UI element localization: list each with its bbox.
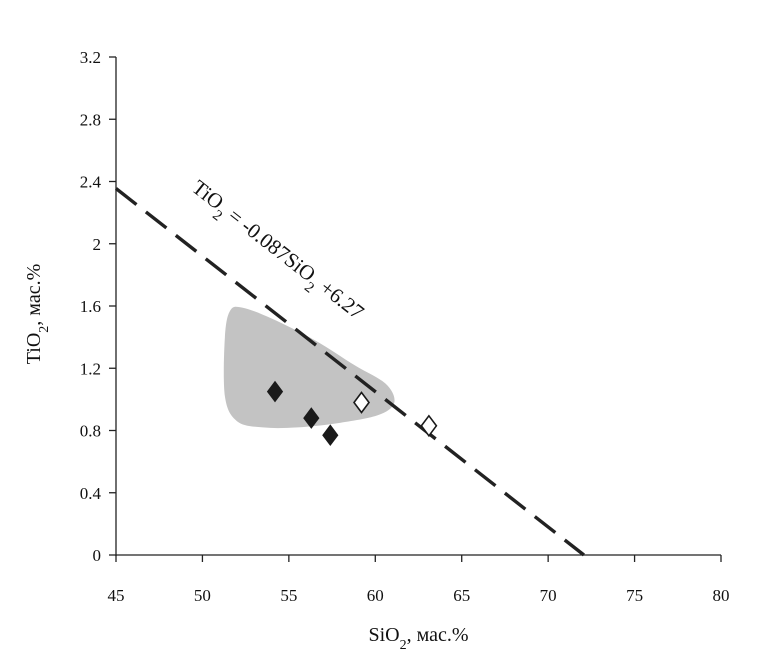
x-axis-title: SiO2, мас.% — [368, 624, 468, 653]
y-tick-label: 2.4 — [80, 173, 102, 192]
x-tick-label: 50 — [194, 586, 211, 605]
data-point-filled — [322, 424, 339, 447]
trend-equation-label: TiO2 = -0.087SiO2 +6.27 — [183, 175, 368, 330]
y-tick-label: 0.4 — [80, 484, 102, 503]
y-tick-label: 0.8 — [80, 422, 101, 441]
data-point-filled — [266, 380, 284, 403]
y-tick-label: 3.2 — [80, 48, 101, 67]
data-point-open — [353, 391, 370, 414]
x-tick-label: 55 — [280, 586, 297, 605]
x-tick-label: 45 — [108, 586, 125, 605]
y-tick-label: 2.8 — [80, 110, 101, 129]
y-tick-label: 1.2 — [80, 359, 101, 378]
x-tick-label: 80 — [713, 586, 730, 605]
data-point-open — [420, 414, 438, 438]
y-axis-title: TiO2, мас.% — [23, 264, 52, 364]
trend-line — [114, 187, 585, 557]
x-tick-label: 75 — [626, 586, 643, 605]
field-region — [223, 306, 395, 429]
y-tick-label: 1.6 — [80, 297, 101, 316]
data-point-filled — [303, 407, 320, 429]
y-tick-label: 2 — [93, 235, 102, 254]
y-tick-label: 0 — [93, 546, 102, 565]
x-tick-label: 65 — [453, 586, 470, 605]
x-tick-label: 70 — [540, 586, 557, 605]
x-tick-label: 60 — [367, 586, 384, 605]
